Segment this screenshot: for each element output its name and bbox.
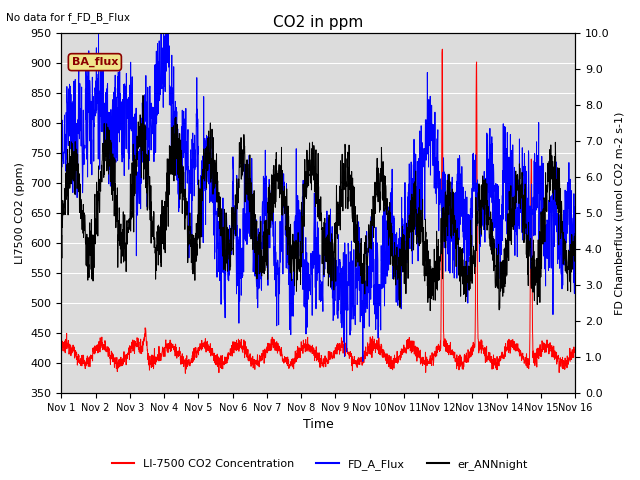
Y-axis label: FD Chamberflux (umol CO2 m-2 s-1): FD Chamberflux (umol CO2 m-2 s-1) [615, 111, 625, 314]
Text: No data for f_FD_B_Flux: No data for f_FD_B_Flux [6, 12, 131, 23]
Y-axis label: LI7500 CO2 (ppm): LI7500 CO2 (ppm) [15, 162, 25, 264]
Legend: LI-7500 CO2 Concentration, FD_A_Flux, er_ANNnight: LI-7500 CO2 Concentration, FD_A_Flux, er… [108, 455, 532, 474]
Text: BA_flux: BA_flux [72, 57, 118, 67]
Title: CO2 in ppm: CO2 in ppm [273, 15, 364, 30]
X-axis label: Time: Time [303, 419, 333, 432]
